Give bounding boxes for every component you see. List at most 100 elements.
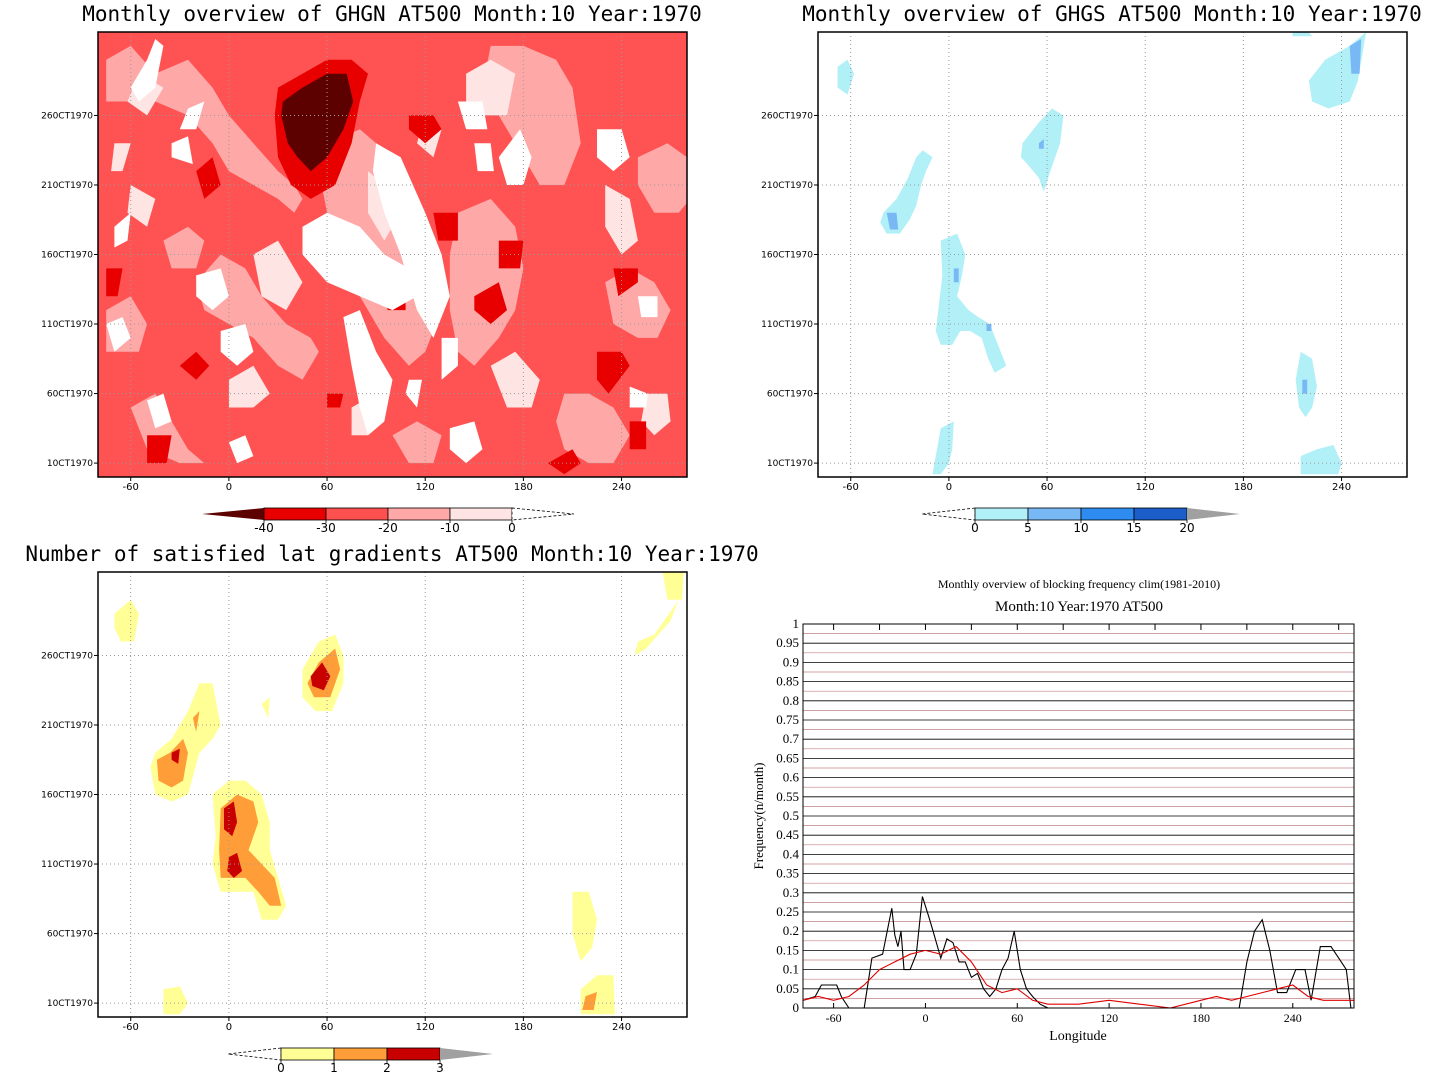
contour-region: [547, 449, 581, 475]
x-axis: -60 0 60 120 180 240: [843, 477, 1351, 493]
contour-region: [318, 129, 442, 366]
x-tick-label: -60: [123, 482, 139, 493]
contour-region: [498, 129, 532, 185]
colorbar-tick-label: 5: [1024, 521, 1032, 535]
colorbar-box: [333, 1047, 388, 1061]
contour-region: [114, 212, 131, 248]
contour-region: [227, 852, 242, 878]
contour-region: [192, 711, 200, 732]
x-tick-label: 60: [321, 482, 334, 493]
x-tick-label: -60: [843, 482, 859, 493]
chart-title: Monthly overview of GHGS AT500 Month:10 …: [802, 2, 1422, 26]
y-tick-label: 60CT1970: [47, 930, 93, 940]
colorbar-arrow: [440, 1048, 493, 1060]
colorbar-tick-label: 20: [1179, 521, 1194, 535]
contour-region: [880, 150, 933, 234]
contour-region: [196, 268, 229, 311]
x-tick-label: 0: [226, 1022, 232, 1033]
y-tick-label: 160CT1970: [761, 251, 813, 261]
colorbar-box: [387, 507, 451, 521]
contour-region: [629, 421, 647, 450]
colorbar-tick-label: -40: [254, 521, 274, 535]
x-tick-label: 120: [1136, 482, 1155, 493]
x-tick-label: 180: [514, 1022, 533, 1033]
chart-title: Monthly overview of GHGN AT500 Month:10 …: [82, 2, 702, 26]
y-tick-label: 0.6: [783, 770, 800, 785]
contour-region: [634, 585, 684, 656]
contour-region: [498, 240, 524, 269]
colorbar-tick-label: 1: [330, 1061, 338, 1075]
x-tick-label: 60: [1011, 1011, 1023, 1025]
y-tick-label: 0.2: [783, 923, 799, 938]
colorbar-tick-label: -10: [440, 521, 460, 535]
colorbar-arrow: [921, 507, 976, 521]
x-tick-label: 180: [514, 482, 533, 493]
contour-region: [1292, 32, 1313, 37]
contour-region: [1349, 39, 1362, 74]
x-tick-label: -60: [123, 1022, 139, 1033]
y-tick-label: 10CT1970: [47, 999, 93, 1009]
contour-region: [156, 738, 188, 788]
contour-region: [196, 157, 221, 199]
y-tick-label: 0.95: [776, 635, 799, 650]
y-tick-label: 0.4: [783, 846, 800, 861]
y-tick-label: 0.1: [783, 962, 799, 977]
x-tick-label: 120: [416, 1022, 435, 1033]
contour-region: [935, 233, 1007, 373]
y-tick-label: 110CT1970: [41, 860, 93, 870]
y-tick-label: 110CT1970: [761, 320, 813, 330]
y-axis-label: Frequency(n/month): [751, 763, 766, 870]
colorbar-tick-label: 2: [383, 1061, 391, 1075]
y-tick-label: 0.35: [776, 866, 799, 881]
contour-region: [1038, 139, 1044, 149]
contour-region: [171, 136, 193, 165]
contour-region: [1300, 445, 1342, 475]
contour-region: [1302, 379, 1308, 394]
contour-region: [556, 393, 630, 464]
y-tick-label: 60CT1970: [47, 390, 93, 400]
y-tick-label: 160CT1970: [41, 251, 93, 261]
x-tick-label: 60: [1041, 482, 1054, 493]
x-tick-label: 180: [1234, 482, 1253, 493]
contour-region: [641, 393, 671, 436]
colorbar-arrow: [227, 1047, 282, 1061]
x-tick-label: 0: [946, 482, 952, 493]
y-tick-label: 0.7: [783, 731, 800, 746]
colorbar-tick-label: 0: [508, 521, 516, 535]
contour-region: [130, 39, 164, 102]
heatmap-fill: [98, 32, 687, 477]
colorbar-tick-label: 15: [1126, 521, 1141, 535]
contour-region: [343, 310, 393, 436]
colorbar: 0 1 2 3: [227, 1047, 493, 1075]
y-tick-label: 0.05: [776, 981, 799, 996]
x-tick-label: 0: [922, 1011, 928, 1025]
y-tick-label: 0.85: [776, 674, 799, 689]
contour-region: [228, 365, 270, 408]
heatmap-fill: [98, 572, 687, 1017]
contour-region: [163, 986, 188, 1015]
contour-region: [837, 59, 854, 95]
colorbar-box: [386, 1047, 441, 1061]
contour-region: [613, 268, 638, 297]
panel-lat-gradients: Number of satisfied lat gradients AT500 …: [25, 542, 758, 1075]
colorbar-box: [1027, 507, 1082, 521]
panel-ghgn: Monthly overview of GHGN AT500 Month:10 …: [41, 2, 702, 535]
y-tick-label: 0.75: [776, 712, 799, 727]
contour-region: [106, 317, 131, 352]
colorbar-box: [449, 507, 513, 521]
panel-blocking-frequency: Monthly overview of blocking frequency c…: [751, 577, 1355, 1044]
contour-region: [327, 393, 344, 408]
contour-region: [228, 435, 254, 464]
x-axis: -60 0 60 120 180 240: [826, 1003, 1302, 1025]
y-axis: 10CT1970 60CT1970 110CT1970 160CT1970 210CT1…: [761, 111, 818, 469]
chart-title: Monthly overview of blocking frequency c…: [938, 577, 1220, 591]
contour-region: [474, 143, 494, 172]
y-tick-label: 260CT1970: [41, 111, 93, 121]
contour-region: [582, 992, 597, 1010]
y-tick-label: 0.25: [776, 904, 799, 919]
contour-region: [114, 599, 139, 642]
colorbar-tick-label: -20: [378, 521, 398, 535]
x-tick-label: 240: [1284, 1011, 1302, 1025]
colorbar-arrow: [511, 507, 575, 521]
contour-region: [147, 393, 172, 429]
